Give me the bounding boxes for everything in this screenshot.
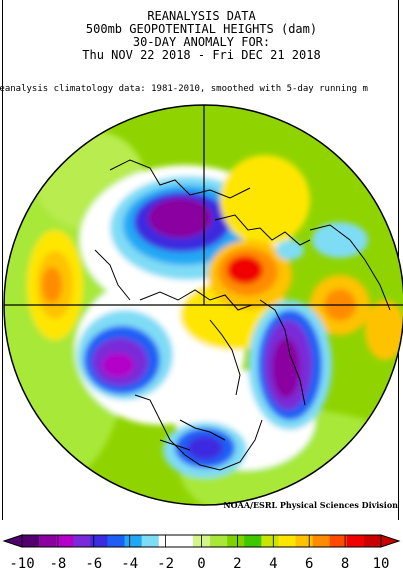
colorbar-swatch <box>39 535 57 547</box>
colorbar-arrow-low <box>2 534 23 548</box>
colorbar-swatch <box>329 535 348 547</box>
title-line-1: REANALYSIS DATA <box>147 9 256 23</box>
colorbar-swatch <box>56 535 74 547</box>
colorbar-arrow-high <box>380 534 401 548</box>
colorbar-swatch <box>346 535 365 547</box>
colorbar-tick-label: -8 <box>49 556 66 572</box>
title-line-4: Thu NOV 22 2018 - Fri DEC 21 2018 <box>82 48 321 62</box>
colorbar-swatch <box>73 535 91 547</box>
colorbar-swatch <box>22 535 40 547</box>
colorbar-swatch <box>278 535 296 547</box>
colorbar-tick-label: -10 <box>9 556 34 572</box>
anomaly-field <box>4 105 403 505</box>
colorbar-swatch <box>227 535 245 547</box>
colorbar-swatch <box>124 535 142 547</box>
continent-outlines <box>94 159 391 471</box>
colorbar-swatch <box>175 535 194 547</box>
colorbar-swatch <box>158 535 177 547</box>
colorbar-tick-label: 4 <box>269 556 277 572</box>
colorbar-swatch <box>210 535 228 547</box>
colorbar-swatch <box>141 535 160 547</box>
colorbar-swatch <box>261 535 279 547</box>
colorbar-tick-label: 0 <box>197 556 205 572</box>
colorbar-swatch <box>90 535 108 547</box>
colorbar-tick-label: 6 <box>305 556 313 572</box>
credit-label: NOAA/ESRL Physical Sciences Division <box>223 500 398 510</box>
climatology-subtitle: Reanalysis climatology data: 1981-2010, … <box>0 84 368 94</box>
title-line-2: 500mb GEOPOTENTIAL HEIGHTS (dam) <box>85 22 318 36</box>
colorbar-swatch <box>295 535 313 547</box>
colorbar-swatch <box>363 535 382 547</box>
colorbar-tick-label: 10 <box>373 556 390 572</box>
colorbar-swatch <box>107 535 125 547</box>
title-line-3: 30-DAY ANOMALY FOR: <box>132 35 271 49</box>
colorbar-tick-label: 2 <box>233 556 241 572</box>
map-boundary <box>3 104 403 506</box>
colorbar-swatch <box>312 535 331 547</box>
polar-map <box>3 104 403 506</box>
title-block: REANALYSIS DATA 500mb GEOPOTENTIAL HEIGH… <box>0 10 403 62</box>
colorbar-tick-label: -2 <box>157 556 174 572</box>
colorbar-tick-label: -4 <box>121 556 138 572</box>
colorbar-swatch <box>244 535 262 547</box>
colorbar: -10 -8 -6 -4 -2 0 2 4 6 8 10 <box>2 534 401 572</box>
colorbar-tick-label: 8 <box>341 556 349 572</box>
colorbar-tick-label: -6 <box>85 556 102 572</box>
